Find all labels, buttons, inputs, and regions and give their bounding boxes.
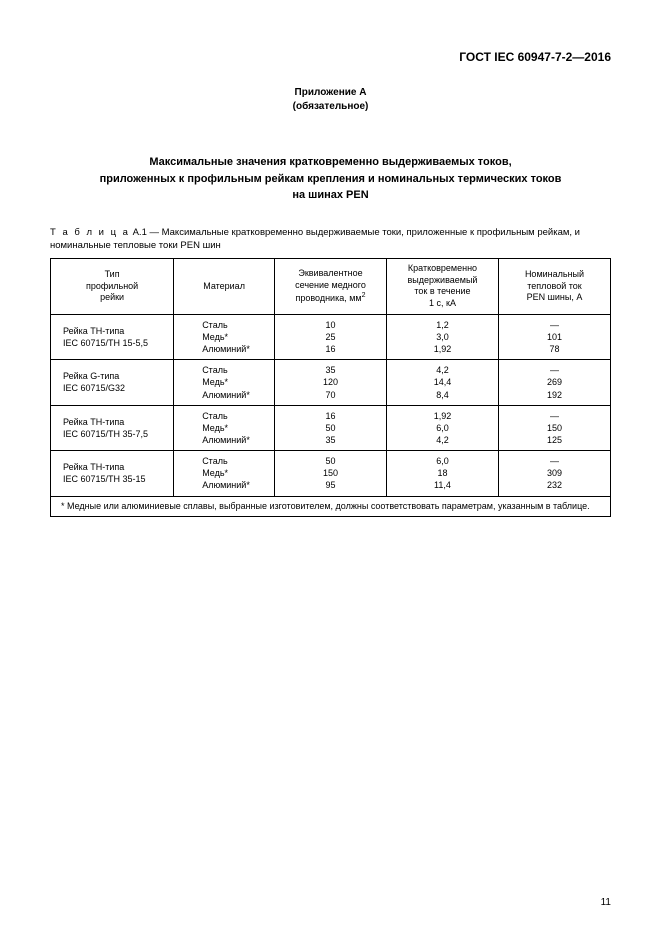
annex-subtitle: (обязательное) [293,101,369,112]
col-header-short-current: Кратковременно выдерживаемый ток в течен… [386,259,498,315]
col-header-equivalent: Эквивалентное сечение медного проводника… [274,259,386,315]
cell-short-current: 6,01811,4 [386,451,498,496]
title-line-2: приложенных к профильным рейкам креплени… [100,173,562,185]
table-footnote-row: * Медные или алюминиевые сплавы, выбранн… [51,496,611,517]
cell-nominal: —309232 [498,451,610,496]
col-header-text: Эквивалентное [298,268,362,278]
caption-rest: А.1 — Максимальные кратковременно выдерж… [50,227,580,251]
page-number: 11 [601,897,611,908]
col-header-text: PEN шины, А [527,292,583,302]
section-title: Максимальные значения кратковременно выд… [50,154,611,204]
cell-short-current: 1,926,04,2 [386,405,498,450]
table-header-row: Тип профильной рейки Материал Эквивалент… [51,259,611,315]
cell-short-current: 4,214,48,4 [386,360,498,405]
superscript-2: 2 [362,292,366,299]
cell-type: Рейка TH-типаIEC 60715/TH 35-7,5 [51,405,174,450]
cell-material: СтальМедь*Алюминий* [174,314,275,359]
col-header-material: Материал [174,259,275,315]
cell-type: Рейка G-типаIEC 60715/G32 [51,360,174,405]
table-body: Рейка TH-типаIEC 60715/TH 15-5,5СтальМед… [51,314,611,496]
title-line-1: Максимальные значения кратковременно выд… [149,156,511,168]
annex-heading: Приложение А (обязательное) [50,86,611,114]
cell-equivalent: 165035 [274,405,386,450]
cell-material: СтальМедь*Алюминий* [174,360,275,405]
table-footnote: * Медные или алюминиевые сплавы, выбранн… [51,496,611,517]
col-header-text: Кратковременно [408,263,477,273]
col-header-nominal: Номинальный тепловой ток PEN шины, А [498,259,610,315]
cell-material: СтальМедь*Алюминий* [174,451,275,496]
annex-title: Приложение А [295,87,367,98]
cell-nominal: —269192 [498,360,610,405]
document-id: ГОСТ IEC 60947-7-2—2016 [50,50,611,64]
title-line-3: на шинах PEN [292,189,368,201]
page-container: ГОСТ IEC 60947-7-2—2016 Приложение А (об… [0,0,661,936]
col-header-unit: проводника, мм [295,293,361,303]
table-row: Рейка TH-типаIEC 60715/TH 35-15СтальМедь… [51,451,611,496]
cell-nominal: —150125 [498,405,610,450]
cell-equivalent: 3512070 [274,360,386,405]
col-header-text: выдерживаемый [408,275,478,285]
table-row: Рейка TH-типаIEC 60715/TH 35-7,5СтальМед… [51,405,611,450]
data-table: Тип профильной рейки Материал Эквивалент… [50,258,611,517]
cell-type: Рейка TH-типаIEC 60715/TH 15-5,5 [51,314,174,359]
cell-equivalent: 5015095 [274,451,386,496]
cell-type: Рейка TH-типаIEC 60715/TH 35-15 [51,451,174,496]
col-header-text: тепловой ток [527,281,581,291]
col-header-text: сечение медного [295,280,366,290]
col-header-text: ток в течение [414,286,470,296]
cell-short-current: 1,23,01,92 [386,314,498,359]
col-header-type: Тип профильной рейки [51,259,174,315]
table-caption: Т а б л и ц а А.1 — Максимальные кратков… [50,226,611,253]
table-row: Рейка TH-типаIEC 60715/TH 15-5,5СтальМед… [51,314,611,359]
cell-equivalent: 102516 [274,314,386,359]
table-row: Рейка G-типаIEC 60715/G32СтальМедь*Алюми… [51,360,611,405]
caption-prefix: Т а б л и ц а [50,227,130,238]
col-header-text: проводника, мм2 [295,293,365,303]
col-header-text: профильной [86,281,138,291]
col-header-text: 1 с, кА [429,298,456,308]
cell-nominal: —10178 [498,314,610,359]
col-header-text: Тип [105,269,120,279]
cell-material: СтальМедь*Алюминий* [174,405,275,450]
col-header-text: рейки [100,292,124,302]
col-header-text: Номинальный [525,269,584,279]
